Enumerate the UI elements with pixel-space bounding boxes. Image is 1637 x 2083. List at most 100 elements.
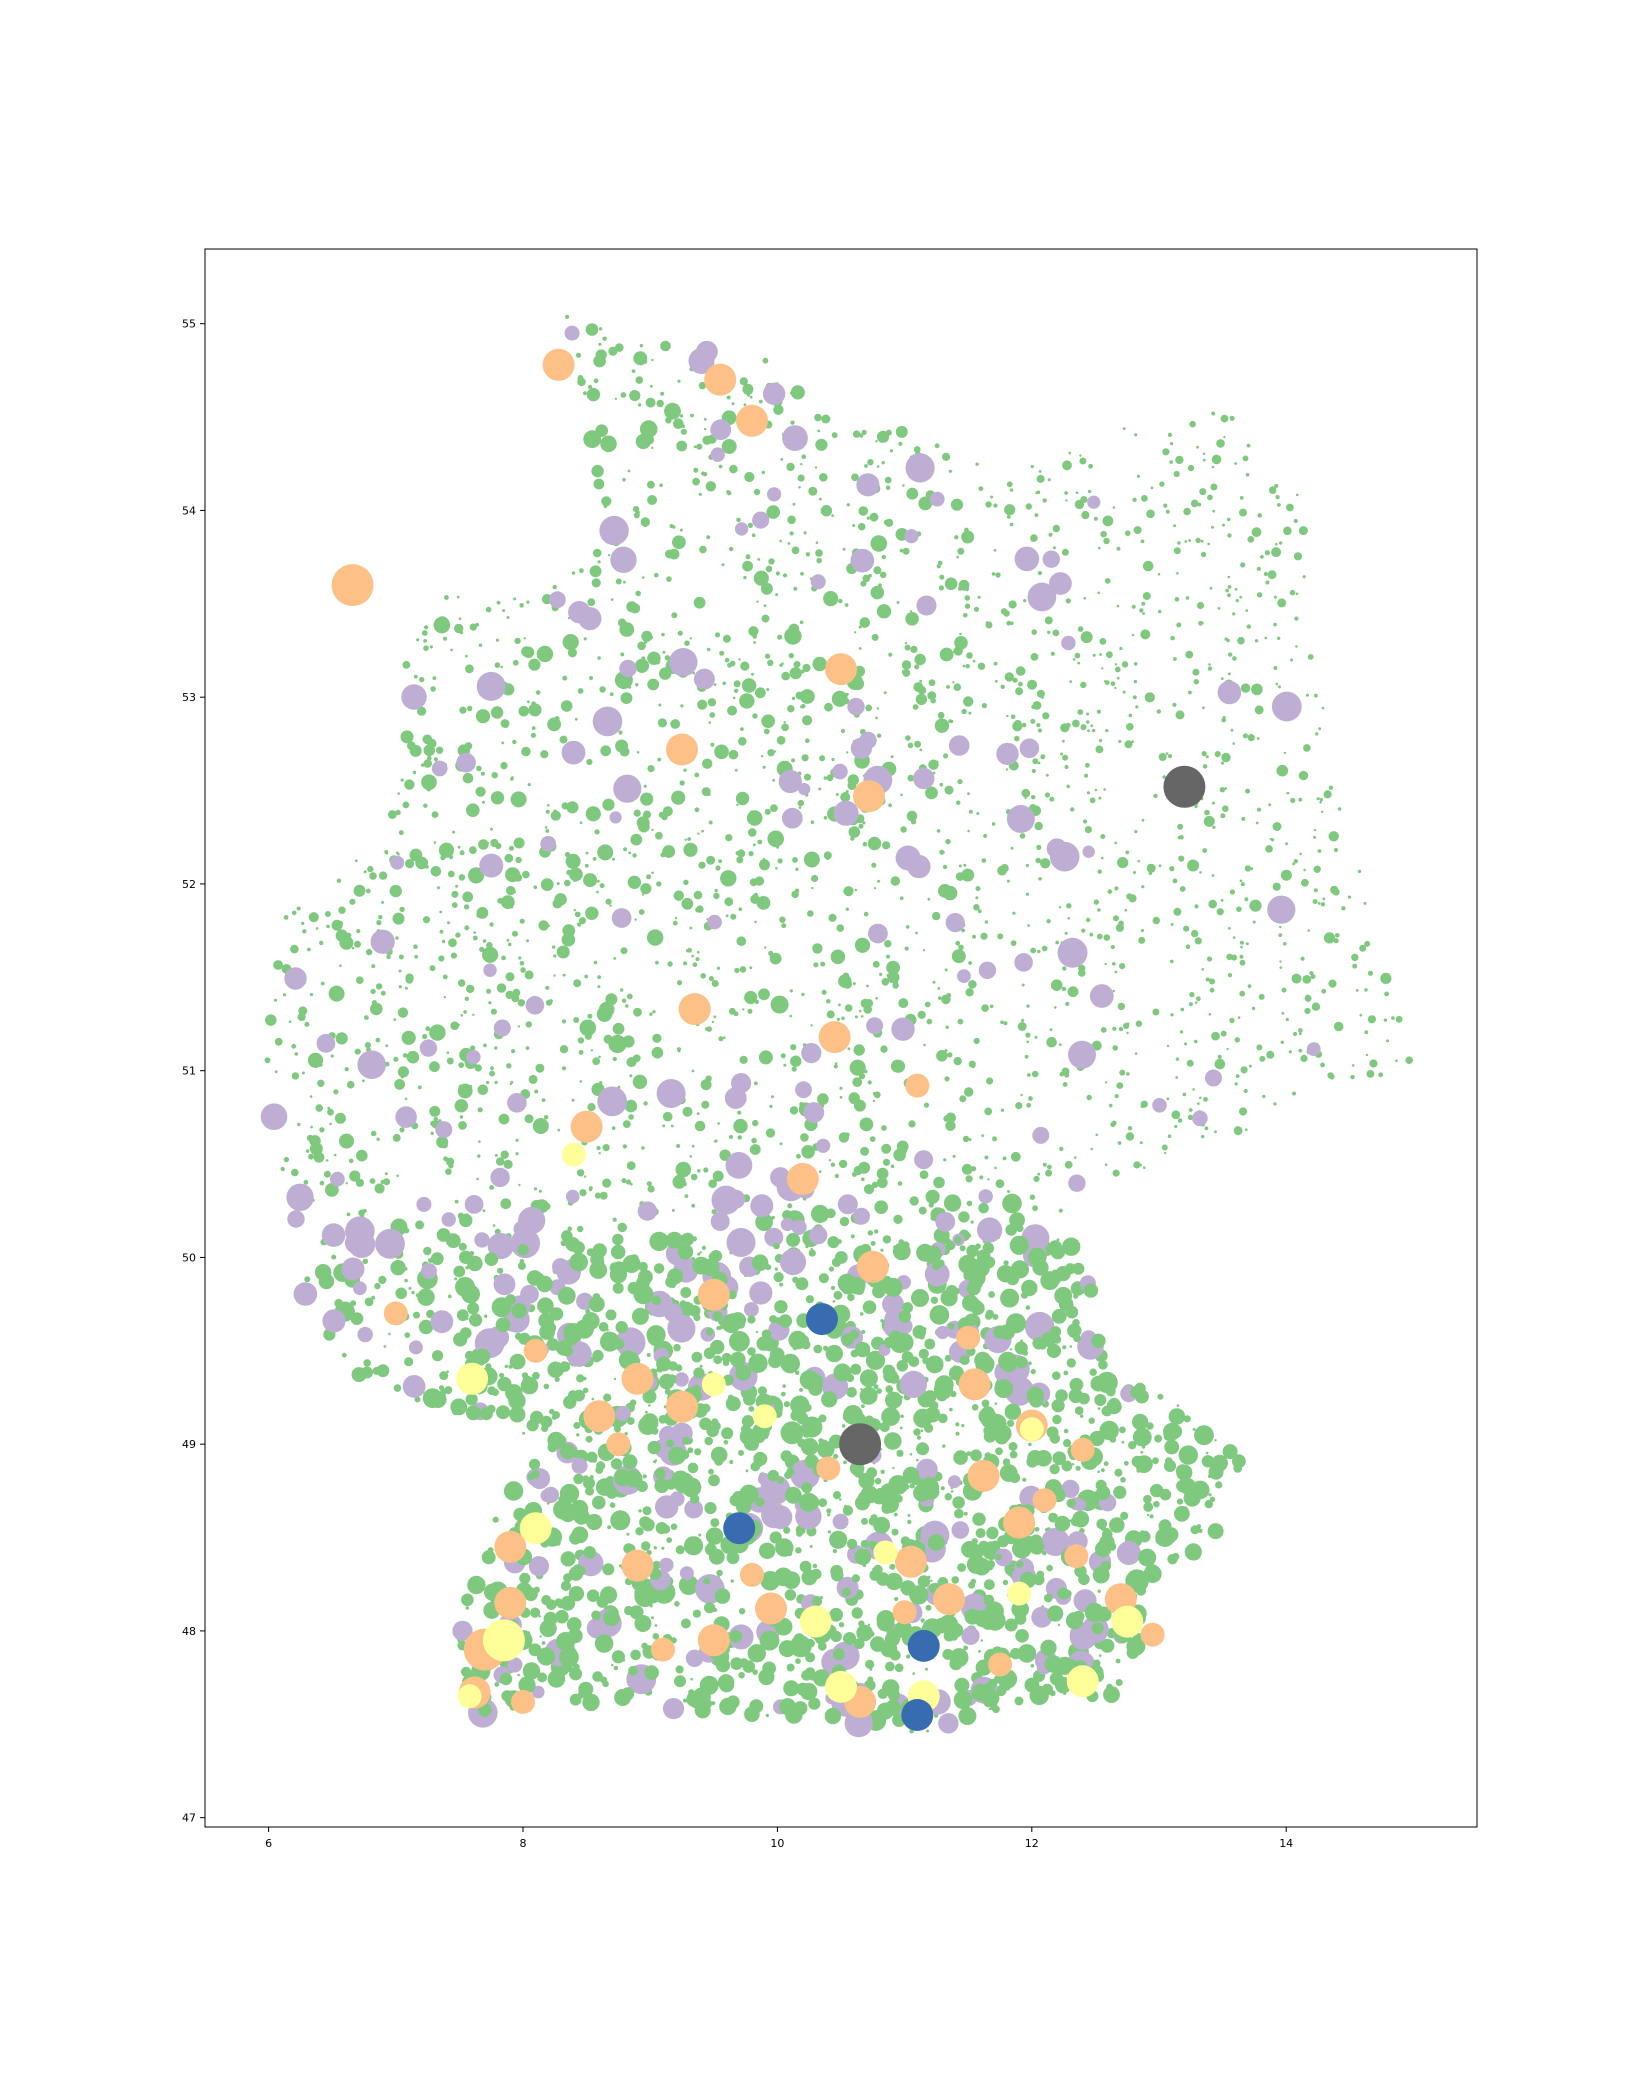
data-point	[978, 1407, 997, 1426]
data-point	[882, 1158, 891, 1166]
data-point	[1055, 1266, 1071, 1282]
data-point	[871, 633, 879, 641]
data-point	[929, 1305, 950, 1325]
data-point	[666, 1439, 675, 1448]
data-point	[649, 1594, 659, 1604]
data-point	[462, 891, 474, 903]
data-point	[512, 739, 517, 745]
data-point	[622, 1120, 631, 1128]
data-point	[297, 1012, 306, 1022]
data-point	[1234, 587, 1238, 591]
data-point	[1245, 942, 1249, 946]
data-point	[594, 1192, 602, 1199]
data-point	[1025, 892, 1029, 896]
data-point	[1302, 975, 1312, 984]
data-point	[566, 1617, 582, 1632]
data-point	[560, 1580, 572, 1591]
data-point	[1156, 709, 1162, 714]
data-point	[832, 1648, 845, 1661]
data-point	[775, 571, 780, 576]
data-point	[795, 867, 799, 871]
data-point	[751, 1137, 757, 1144]
data-point	[346, 1080, 355, 1089]
data-point	[713, 1015, 717, 1019]
data-point	[522, 870, 530, 879]
data-point	[793, 660, 801, 668]
data-point	[1192, 1088, 1195, 1091]
data-point	[450, 952, 457, 959]
data-point	[711, 1020, 714, 1024]
data-point	[905, 1476, 913, 1484]
data-point	[1087, 495, 1101, 509]
data-point	[1010, 1647, 1022, 1660]
data-point	[839, 1423, 882, 1466]
data-point	[457, 1023, 460, 1027]
data-point	[560, 700, 573, 712]
data-point	[601, 496, 612, 507]
data-point	[1254, 705, 1264, 715]
data-point	[350, 1312, 364, 1325]
data-point	[602, 1144, 610, 1152]
data-point	[858, 823, 864, 829]
data-point	[1001, 1357, 1017, 1373]
data-point	[708, 1179, 717, 1188]
data-point	[769, 1104, 773, 1108]
data-point	[1243, 1088, 1248, 1094]
data-point	[1030, 947, 1036, 954]
data-point	[762, 765, 766, 769]
data-point	[322, 1309, 346, 1333]
data-point	[1323, 932, 1336, 944]
data-point	[772, 778, 776, 782]
data-point	[1003, 1021, 1008, 1026]
data-point	[497, 1267, 504, 1274]
data-point	[841, 1424, 846, 1428]
data-point	[526, 1270, 543, 1286]
data-point	[891, 1017, 915, 1041]
data-point	[1126, 893, 1133, 900]
data-point	[654, 1468, 666, 1479]
data-point	[1149, 1514, 1154, 1519]
data-point	[978, 1650, 981, 1653]
data-point	[895, 425, 908, 438]
data-point	[1041, 1527, 1070, 1557]
data-point	[1177, 1118, 1183, 1123]
data-point	[649, 1336, 660, 1346]
data-point	[481, 1550, 496, 1565]
data-point	[765, 1128, 776, 1138]
data-point	[274, 998, 277, 1002]
data-point	[738, 737, 747, 746]
data-point	[493, 1019, 511, 1037]
data-point	[1030, 1368, 1036, 1375]
data-point	[1080, 1414, 1084, 1418]
data-point	[639, 344, 644, 348]
data-point	[729, 1330, 750, 1352]
data-point	[953, 646, 963, 656]
data-point	[743, 403, 747, 407]
data-point	[1036, 723, 1041, 728]
data-point	[1103, 1461, 1109, 1467]
data-point	[497, 1376, 512, 1392]
data-point	[1032, 701, 1042, 710]
data-point	[989, 1004, 994, 1009]
data-point	[1024, 1054, 1029, 1059]
data-point	[437, 886, 440, 890]
data-point	[452, 830, 456, 834]
data-point	[963, 1645, 968, 1651]
data-point	[950, 1490, 954, 1493]
data-point	[1286, 791, 1290, 795]
data-point	[850, 836, 855, 841]
data-point	[1268, 486, 1277, 495]
data-point	[872, 1284, 886, 1299]
data-point	[1100, 1560, 1112, 1572]
data-point	[749, 810, 753, 814]
data-point	[1313, 888, 1318, 893]
data-point	[925, 786, 938, 800]
data-point	[957, 547, 965, 555]
data-point	[853, 1207, 870, 1225]
data-point	[918, 1348, 929, 1359]
data-point	[676, 440, 688, 452]
data-point	[574, 911, 581, 918]
data-point	[1023, 599, 1027, 603]
data-point	[787, 1421, 798, 1432]
data-point	[1040, 858, 1051, 869]
